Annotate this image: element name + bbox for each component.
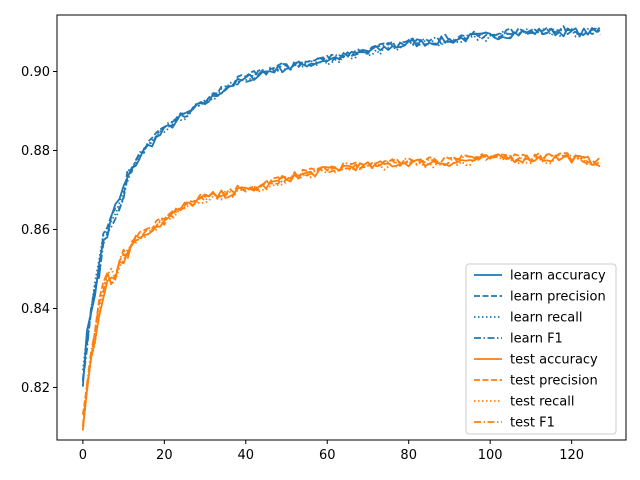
legend-label: test F1 [510,416,555,431]
legend-label: learn recall [510,311,582,326]
axes-frame [56,14,627,441]
legend-label: learn F1 [510,332,563,347]
x-tick-label: 20 [156,448,173,463]
x-tick-label: 0 [79,448,87,463]
y-tick-label: 0.84 [21,302,50,317]
x-axis-ticks: 0 20 40 60 80 100 120 [79,440,584,463]
legend-label: test accuracy [510,353,598,368]
series-line-learn-f1 [81,26,601,382]
series-line-learn-recall [81,27,601,371]
y-axis-ticks: 0.82 0.84 0.86 0.88 0.90 [21,65,57,396]
x-tick-label: 80 [400,448,417,463]
y-tick-label: 0.88 [21,144,50,159]
series-line-test-f1 [81,153,601,426]
legend-label: test precision [510,374,598,389]
legend-label: test recall [510,395,575,410]
x-tick-label: 100 [478,448,503,463]
x-tick-label: 60 [319,448,336,463]
y-tick-label: 0.86 [21,223,50,238]
x-tick-label: 40 [238,448,255,463]
legend: learn accuracy learn precision learn recal… [465,263,617,435]
legend-label: learn accuracy [510,269,606,284]
legend-label: learn precision [510,290,606,305]
x-tick-label: 120 [559,448,584,463]
y-tick-label: 0.82 [21,381,50,396]
legend-box [465,263,617,435]
y-tick-label: 0.90 [21,65,50,80]
plot-lines [81,25,601,431]
series-line-test-recall [81,154,601,431]
